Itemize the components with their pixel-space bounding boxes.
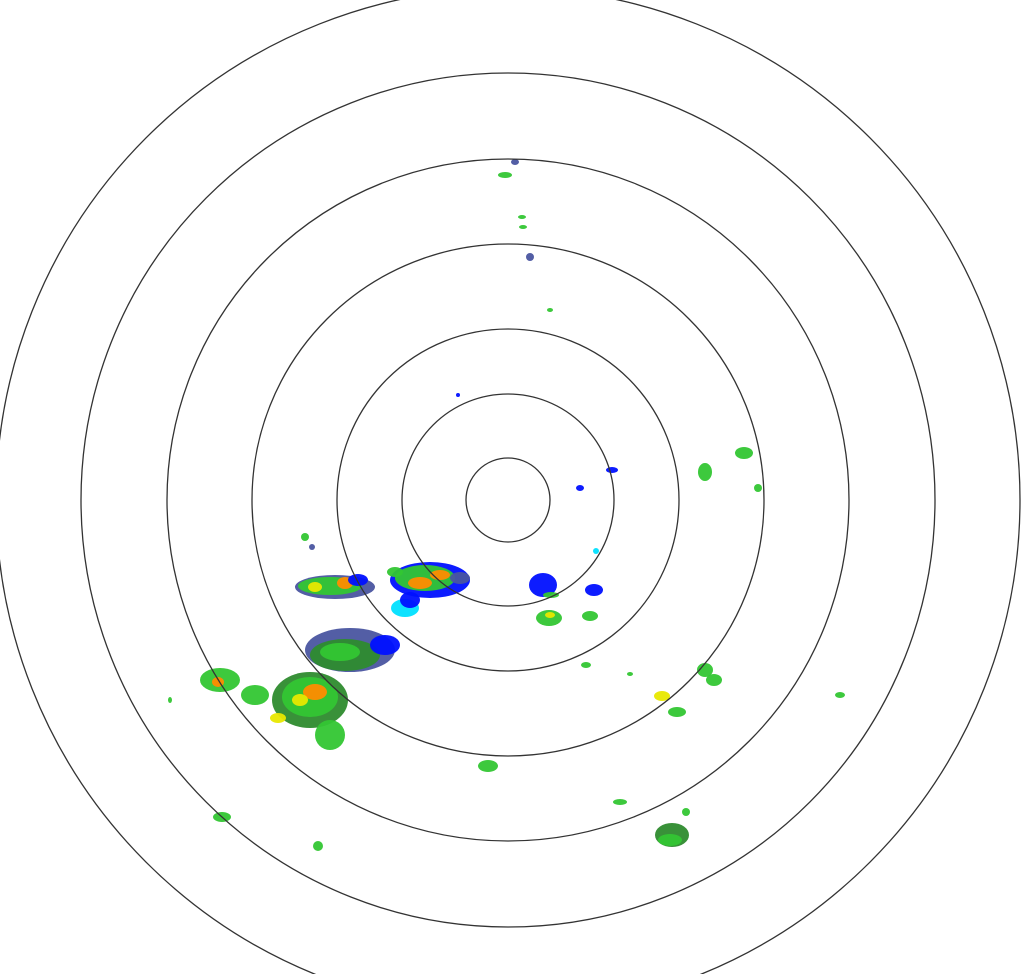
echo-cell [526, 253, 534, 261]
echo-cell [613, 799, 627, 805]
echo-cell [547, 308, 553, 312]
echo-cell [348, 574, 368, 586]
echo-cell [456, 393, 460, 397]
echo-cell [518, 215, 526, 219]
echo-cell [241, 685, 269, 705]
range-ring [166, 158, 850, 842]
echo-cell [320, 643, 360, 661]
echo-cell [511, 159, 519, 165]
echo-cell [698, 463, 712, 481]
echo-cell [313, 841, 323, 851]
range-ring [336, 328, 680, 672]
range-ring [80, 72, 936, 928]
echo-cell [536, 610, 562, 626]
echo-cell [754, 484, 762, 492]
echo-cell [519, 225, 527, 229]
echo-cell [658, 834, 682, 846]
echo-cell [545, 612, 555, 618]
echo-cell [478, 760, 498, 772]
echo-cell [301, 533, 309, 541]
echo-cell [582, 611, 598, 621]
range-ring [401, 393, 615, 607]
echo-cell [450, 572, 470, 584]
echo-cell [408, 577, 432, 589]
echo-cell [168, 697, 172, 703]
echo-cell [627, 672, 633, 676]
echo-cell [303, 684, 327, 700]
echo-cell [735, 447, 753, 459]
echo-cell [835, 692, 845, 698]
range-ring [465, 457, 551, 543]
echo-cell [308, 582, 322, 592]
echo-cell [581, 662, 591, 668]
echo-cell [593, 548, 599, 554]
echo-cell [270, 713, 286, 723]
echo-cell [654, 691, 670, 701]
echo-cell [529, 573, 557, 597]
echo-cell [668, 707, 686, 717]
precipitation-echoes [168, 159, 845, 851]
echo-cell [309, 544, 315, 550]
echo-cell [498, 172, 512, 178]
echo-cell [697, 663, 713, 677]
echo-cell [387, 567, 403, 577]
echo-cell [585, 584, 603, 596]
range-ring [251, 243, 765, 757]
echo-cell [706, 674, 722, 686]
echo-cell [400, 592, 420, 608]
echo-cell [606, 467, 618, 473]
echo-cell [292, 694, 308, 706]
echo-cell [370, 635, 400, 655]
echo-cell [543, 592, 559, 598]
echo-cell [682, 808, 690, 816]
echo-cell [576, 485, 584, 491]
echo-cell [315, 720, 345, 750]
